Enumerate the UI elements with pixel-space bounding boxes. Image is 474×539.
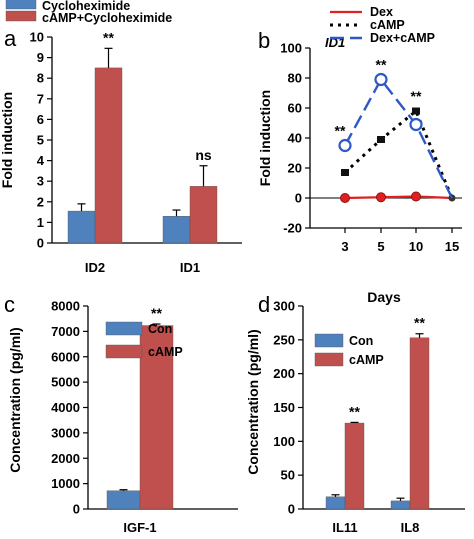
legend-label: Cycloheximide — [42, 0, 130, 13]
panel-label: d — [258, 292, 270, 317]
bar-camp — [344, 422, 365, 510]
data-point — [376, 192, 386, 203]
legend-label: Con — [148, 322, 172, 336]
y-tick-label: -20 — [283, 221, 302, 236]
legend-label: Dex+cAMP — [370, 31, 435, 45]
legend-swatch — [105, 344, 143, 359]
y-tick-label: 100 — [273, 434, 295, 449]
significance-label: ** — [151, 305, 162, 321]
legend-swatch — [5, 10, 37, 22]
y-tick-label: 0 — [295, 191, 302, 206]
y-tick-label: 80 — [288, 71, 302, 86]
y-tick-label: 4000 — [51, 400, 80, 415]
y-tick-label: 1000 — [51, 476, 80, 491]
legend-label: cAMP — [370, 18, 405, 32]
y-axis-label: Concentration (pg/ml) — [7, 327, 23, 472]
data-point — [411, 191, 421, 202]
bar-camp — [139, 325, 174, 510]
bar-camp-cycloheximide — [94, 67, 123, 244]
y-tick-label: 6000 — [51, 349, 80, 364]
y-tick-label: 50 — [281, 468, 295, 483]
data-point — [338, 138, 352, 153]
x-tick-label: 3 — [341, 239, 348, 254]
y-tick-label: 60 — [288, 101, 302, 116]
y-tick-label: 8 — [37, 71, 44, 86]
significance-label: ** — [411, 88, 422, 104]
category-label: IL11 — [332, 520, 357, 535]
data-point — [377, 136, 385, 143]
y-tick-label: 20 — [288, 161, 302, 176]
bar-camp — [409, 337, 430, 510]
y-tick-label: 150 — [273, 400, 295, 415]
y-axis-label: Concentration (pg/ml) — [245, 329, 261, 474]
y-tick-label: 2000 — [51, 451, 80, 466]
x-tick-label: 10 — [409, 239, 423, 254]
series-line-camp — [343, 108, 454, 199]
y-tick-label: 5000 — [51, 375, 80, 390]
bar-con — [325, 496, 346, 510]
legend-label: Con — [349, 334, 373, 348]
x-axis-label: Days — [367, 289, 401, 305]
significance-label: ** — [103, 29, 114, 45]
y-tick-label: 0 — [37, 236, 44, 251]
panel-label: b — [258, 28, 270, 53]
significance-label: ** — [335, 123, 346, 139]
y-tick-label: 1 — [37, 215, 44, 230]
y-tick-label: 0 — [288, 502, 295, 517]
y-tick-label: 40 — [288, 131, 302, 146]
legend-label: Dex — [370, 5, 393, 19]
data-point — [374, 72, 388, 87]
legend-swatch — [314, 352, 344, 367]
y-tick-label: 3000 — [51, 425, 80, 440]
y-tick-label: 0 — [73, 502, 80, 517]
y-tick-label: 6 — [37, 112, 44, 127]
y-axis-label: Fold induction — [0, 92, 15, 188]
significance-label: ** — [414, 315, 425, 331]
bar-cycloheximide — [162, 216, 191, 244]
category-label: IGF-1 — [123, 520, 156, 535]
panel-label: a — [4, 26, 17, 51]
y-tick-label: 250 — [273, 332, 295, 347]
bar-camp-cycloheximide — [189, 186, 218, 244]
legend-swatch — [5, 0, 37, 10]
category-label: IL8 — [401, 520, 420, 535]
legend-label: cAMP — [349, 353, 384, 367]
significance-label: ** — [349, 403, 360, 419]
y-tick-label: 4 — [37, 153, 45, 168]
y-tick-label: 3 — [37, 174, 44, 189]
y-tick-label: 7 — [37, 91, 44, 106]
panel-label: c — [4, 292, 15, 317]
bar-con — [390, 500, 411, 510]
bar-cycloheximide — [67, 210, 96, 244]
x-tick-label: 15 — [445, 239, 459, 254]
data-point — [409, 117, 423, 132]
category-label: ID2 — [85, 260, 105, 275]
y-tick-label: 100 — [280, 41, 302, 56]
y-tick-label: 9 — [37, 50, 44, 65]
legend-swatch — [105, 321, 143, 336]
category-label: ID1 — [180, 260, 200, 275]
y-tick-label: 300 — [273, 299, 295, 314]
significance-label: ns — [195, 147, 212, 163]
data-point — [340, 193, 350, 203]
legend-swatch — [314, 333, 344, 348]
y-tick-label: 10 — [30, 30, 44, 45]
y-tick-label: 8000 — [51, 299, 80, 314]
x-tick-label: 5 — [377, 239, 384, 254]
significance-label: ** — [376, 57, 387, 73]
series-line-dex — [344, 195, 453, 200]
data-point — [341, 169, 349, 176]
legend-label: cAMP+Cycloheximide — [42, 11, 172, 25]
y-tick-label: 7000 — [51, 324, 80, 339]
y-tick-label: 200 — [273, 366, 295, 381]
legend-label: cAMP — [148, 345, 183, 359]
series-line-dex-camp — [343, 77, 454, 199]
bar-con — [106, 490, 141, 510]
y-tick-label: 2 — [37, 194, 44, 209]
data-point — [412, 107, 420, 115]
y-tick-label: 5 — [37, 133, 44, 148]
y-axis-label: Fold induction — [257, 90, 273, 186]
